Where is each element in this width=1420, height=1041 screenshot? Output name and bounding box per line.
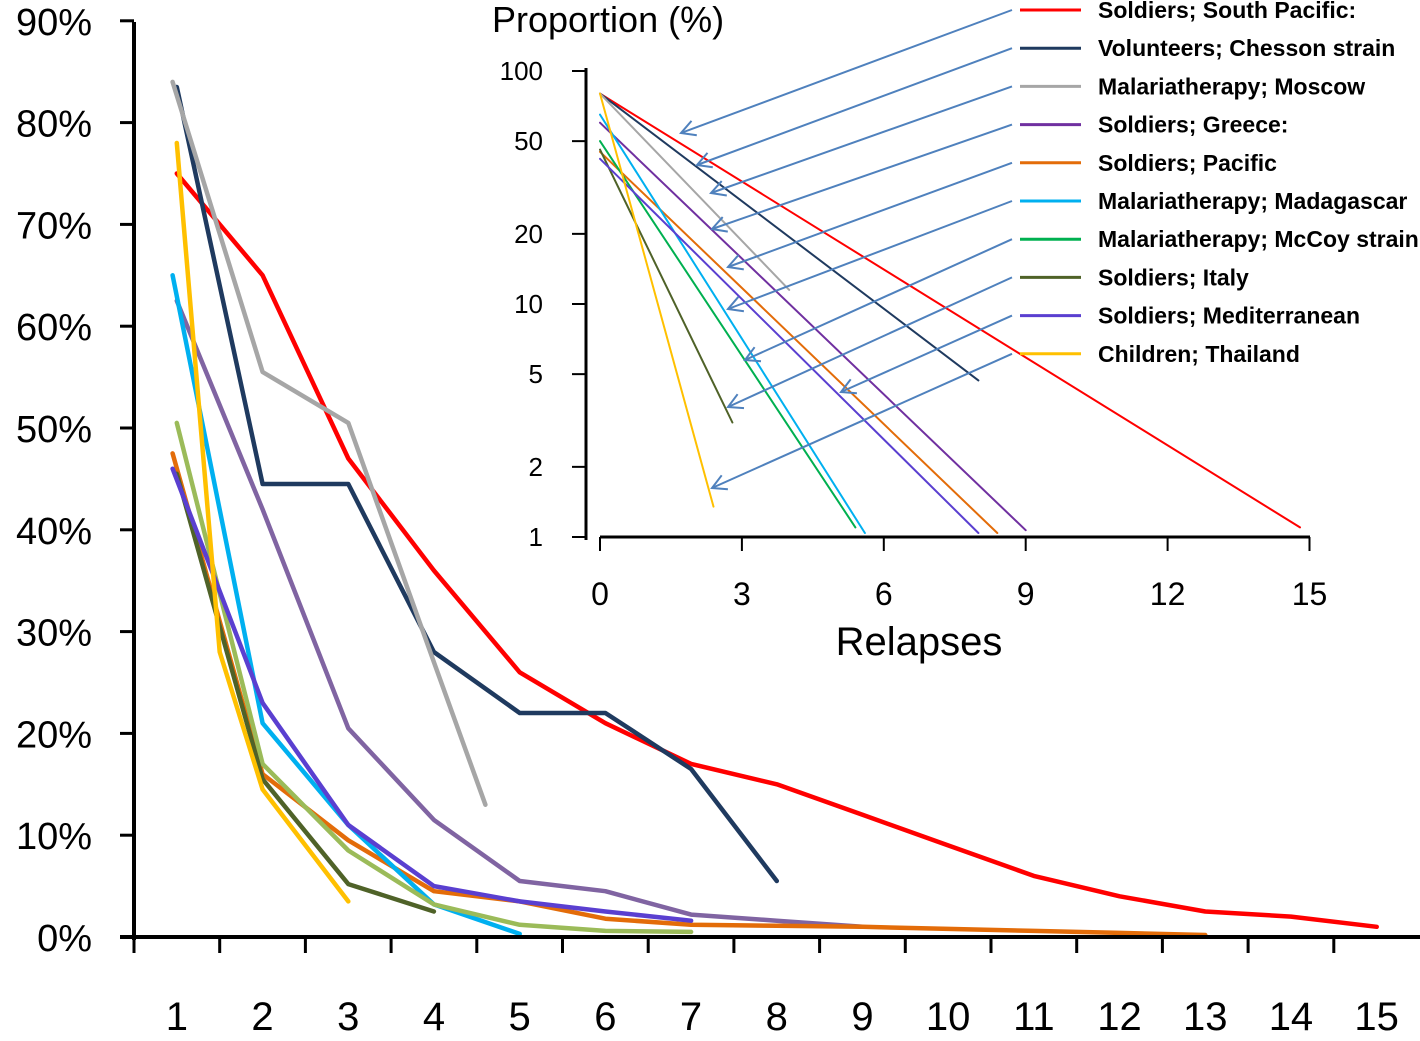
inset-y-tick-label: 5 <box>529 359 543 389</box>
main-x-tick-label: 15 <box>1354 995 1399 1039</box>
legend-arrow <box>680 9 1013 134</box>
main-x-tick-label: 12 <box>1097 995 1142 1039</box>
main-series-line <box>170 79 488 807</box>
legend-label: Soldiers; Pacific <box>1098 150 1277 176</box>
legend-arrow <box>727 161 1013 268</box>
legend-label: Volunteers; Chesson strain <box>1098 35 1395 61</box>
legend-arrow <box>711 352 1013 489</box>
legend-arrow <box>710 85 1013 194</box>
legend-label: Soldiers; Greece: <box>1098 112 1288 138</box>
inset-series-line <box>599 157 980 534</box>
main-x-tick-label: 6 <box>594 995 616 1039</box>
legend-arrow-head <box>743 346 762 363</box>
main-axes: 0%10%20%30%40%50%60%70%80%90%1 2 3 4 5 6 7 8 9 10… <box>16 2 1420 1039</box>
legend-arrow <box>727 276 1013 408</box>
main-y-tick-label: 60% <box>16 307 92 349</box>
main-x-tick-label: 7 <box>680 995 702 1039</box>
inset-series-line <box>599 140 857 529</box>
main-series-lines <box>170 79 1379 938</box>
legend-arrow-head <box>695 152 713 169</box>
main-x-tick-label: 9 <box>851 995 873 1039</box>
inset-x-tick-label: 3 <box>733 576 751 612</box>
inset-series-line <box>599 150 999 534</box>
main-series-line <box>170 451 1208 938</box>
main-series-line <box>174 84 780 884</box>
legend-label: Children; Thailand <box>1098 341 1300 367</box>
inset-series-lines <box>599 92 1301 534</box>
legend-label: Soldiers; Italy <box>1098 264 1249 290</box>
inset-series-line <box>599 121 1027 532</box>
main-x-tick-label: 2 <box>251 995 273 1039</box>
legend-arrow-head <box>726 296 745 313</box>
inset-series-line <box>599 92 791 291</box>
inset-x-tick-label: 6 <box>875 576 893 612</box>
inset-y-tick-label: 20 <box>514 219 543 249</box>
inset-y-tick-label: 2 <box>529 452 543 482</box>
inset-y-tick-label: 100 <box>500 56 543 86</box>
main-x-tick-label: 14 <box>1269 995 1314 1039</box>
legend-arrow-head <box>710 216 728 233</box>
inset-title: Proportion (%) <box>492 0 724 40</box>
main-series-line <box>174 420 694 935</box>
inset-series-line <box>599 92 1301 529</box>
main-x-tick-label: 1 <box>166 995 188 1039</box>
legend-label: Soldiers; Mediterranean <box>1098 303 1360 329</box>
inset-legend: Soldiers; South Pacific: Volunteers; Ches… <box>1020 0 1419 367</box>
main-chart: 0%10%20%30%40%50%60%70%80%90%1 2 3 4 5 6 7 8 9 10… <box>16 2 1420 1039</box>
main-y-tick-label: 90% <box>16 2 92 44</box>
legend-arrow <box>711 123 1013 230</box>
main-x-tick-label: 4 <box>423 995 445 1039</box>
inset-y-tick-label: 50 <box>514 126 543 156</box>
main-series-line <box>174 140 351 904</box>
inset-series-line <box>599 92 980 382</box>
main-x-tick-label: 11 <box>1013 995 1055 1039</box>
inset-series-line <box>599 113 866 534</box>
main-x-tick-label: 8 <box>766 995 788 1039</box>
main-y-tick-label: 10% <box>16 816 92 858</box>
inset-series-line <box>599 148 734 424</box>
legend-label: Malariatherapy; Moscow <box>1098 73 1365 99</box>
legend-arrow-head <box>839 378 857 395</box>
legend-arrow-head <box>726 254 744 271</box>
main-x-tick-label: 3 <box>337 995 359 1039</box>
main-series-line <box>170 466 694 923</box>
legend-arrow <box>744 238 1013 361</box>
legend-arrow <box>840 314 1013 393</box>
inset-y-tick-label: 10 <box>514 289 543 319</box>
inset-x-tick-label: 15 <box>1292 576 1328 612</box>
legend-label: Malariatherapy; Madagascar <box>1098 188 1407 214</box>
main-y-tick-label: 50% <box>16 409 92 451</box>
main-y-tick-label: 30% <box>16 613 92 655</box>
legend-arrow-head <box>709 180 727 197</box>
legend-arrow <box>727 200 1013 310</box>
inset-x-tick-label: 0 <box>591 576 609 612</box>
legend-arrow-head <box>710 474 728 491</box>
main-y-tick-label: 0% <box>37 918 92 960</box>
inset-legend-arrows <box>679 9 1013 491</box>
main-y-tick-label: 80% <box>16 104 92 146</box>
inset-x-tick-label: 12 <box>1150 576 1186 612</box>
inset-series-line <box>599 92 715 508</box>
main-series-line <box>174 171 1379 930</box>
main-x-tick-label: 10 <box>926 995 971 1039</box>
legend-arrow <box>696 47 1013 166</box>
legend-label: Soldiers; South Pacific: <box>1098 0 1356 23</box>
legend-arrow-head <box>679 120 697 137</box>
inset-x-axis-label: Relapses <box>836 620 1003 664</box>
legend-arrow-head <box>726 393 745 410</box>
legend-label: Malariatherapy; McCoy strain <box>1098 226 1419 252</box>
inset-x-tick-label: 9 <box>1017 576 1035 612</box>
inset-y-tick-label: 1 <box>529 522 543 552</box>
main-y-tick-label: 20% <box>16 714 92 756</box>
main-x-tick-label: 5 <box>509 995 531 1039</box>
main-x-tick-label: 13 <box>1183 995 1228 1039</box>
main-y-tick-label: 70% <box>16 205 92 247</box>
main-series-line <box>174 298 865 930</box>
main-y-tick-label: 40% <box>16 511 92 553</box>
